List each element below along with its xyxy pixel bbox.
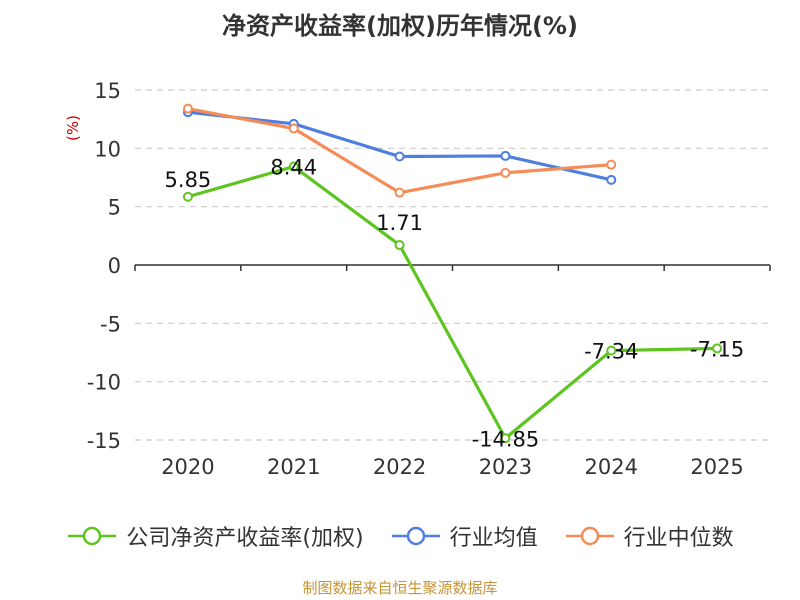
data-point-0 xyxy=(606,345,617,356)
x-tick-label: 2023 xyxy=(479,455,532,479)
series-line-0 xyxy=(187,164,718,440)
y-tick-label: 0 xyxy=(108,254,121,278)
x-tick-label: 2021 xyxy=(267,455,320,479)
label-layer: 5.85 8.44 1.71 -14.85 -7.34 -7.15 xyxy=(165,156,745,452)
legend-item-industry-median[interactable]: 行业中位数 xyxy=(564,520,734,552)
x-tick-label: 2024 xyxy=(585,455,638,479)
y-axis-label: (%) xyxy=(64,115,82,141)
legend: 公司净资产收益率(加权) 行业均值 行业中位数 xyxy=(0,520,800,552)
series-layer xyxy=(182,103,723,444)
legend-industry-mean-icon xyxy=(391,526,440,546)
x-tick-label: 2022 xyxy=(373,455,426,479)
chart-title: 净资产收益率(加权)历年情况(%) xyxy=(222,12,578,40)
data-point-1 xyxy=(500,150,511,161)
data-point-1 xyxy=(394,151,405,162)
data-label: 5.85 xyxy=(165,168,212,192)
data-label: 8.44 xyxy=(270,156,317,180)
data-point-0 xyxy=(712,343,723,354)
x-tick-label: 2025 xyxy=(690,455,743,479)
axis-layer: 15 10 5 0 -5 -10 -15 2020 2021 2022 2023 2024 2025 xyxy=(87,79,771,479)
data-point-0 xyxy=(182,191,193,202)
y-tick-label: -15 xyxy=(87,429,121,453)
data-point-0 xyxy=(394,240,405,251)
y-tick-label: 10 xyxy=(94,137,121,161)
data-point-2 xyxy=(500,167,511,178)
legend-company-roe-icon xyxy=(68,526,117,546)
y-tick-label: -10 xyxy=(87,371,121,395)
source-note: 制图数据来自恒生聚源数据库 xyxy=(302,579,498,597)
y-tick-label: -5 xyxy=(100,312,121,336)
x-tick-label: 2020 xyxy=(161,455,214,479)
data-point-2 xyxy=(606,159,617,170)
legend-company-roe-label: 公司净资产收益率(加权) xyxy=(126,526,364,551)
data-point-2 xyxy=(182,103,193,114)
data-label: -14.85 xyxy=(472,427,540,451)
legend-industry-median-label: 行业中位数 xyxy=(623,526,734,551)
data-label: -7.34 xyxy=(584,340,638,364)
legend-industry-median-icon xyxy=(565,526,614,546)
data-point-0 xyxy=(500,433,511,444)
y-tick-label: 15 xyxy=(94,79,121,103)
data-label: -7.15 xyxy=(690,337,744,361)
y-tick-label: 5 xyxy=(108,196,121,220)
data-point-2 xyxy=(288,123,299,134)
data-point-0 xyxy=(288,161,299,172)
data-point-1 xyxy=(606,174,617,185)
legend-item-industry-mean[interactable]: 行业均值 xyxy=(390,520,538,552)
legend-industry-mean-label: 行业均值 xyxy=(449,526,538,551)
data-point-2 xyxy=(394,187,405,198)
data-label: 1.71 xyxy=(376,211,423,235)
legend-item-company-roe[interactable]: 公司净资产收益率(加权) xyxy=(66,520,364,552)
